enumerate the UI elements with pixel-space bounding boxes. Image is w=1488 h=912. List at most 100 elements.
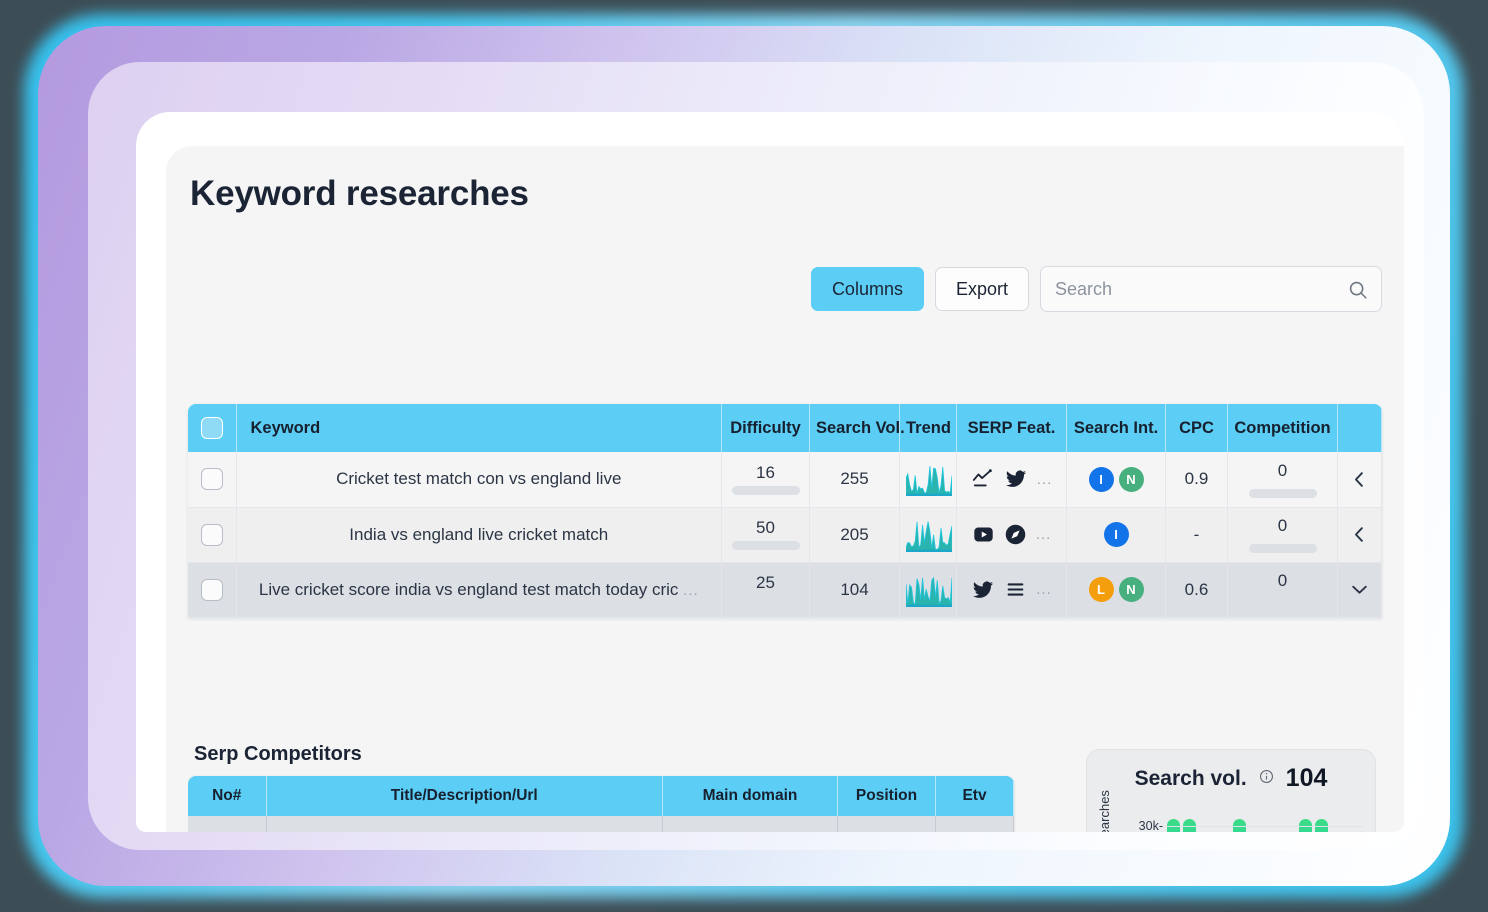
difficulty-value: 25 xyxy=(756,573,775,592)
chevron-down-icon[interactable] xyxy=(1344,580,1375,599)
twitter-icon[interactable] xyxy=(1004,468,1028,490)
chevron-left-icon[interactable] xyxy=(1344,470,1375,489)
select-all-header[interactable] xyxy=(188,404,237,452)
compass-icon[interactable] xyxy=(1004,523,1027,546)
chart-bar[interactable] xyxy=(1232,818,1246,832)
column-header-search-vol[interactable]: Search Vol. xyxy=(809,404,905,452)
difficulty-bar xyxy=(731,541,800,550)
intent-badge-I[interactable]: I xyxy=(1088,466,1114,492)
serp-more-icon[interactable]: ... xyxy=(1036,470,1053,488)
search-box[interactable] xyxy=(1040,266,1382,312)
row-checkbox[interactable] xyxy=(200,468,223,491)
row-select-cell[interactable] xyxy=(188,507,237,563)
serp-table-body: 1 IND V AUS 2023 Australia tour of India… xyxy=(188,816,1014,832)
intent-badge-I[interactable]: I xyxy=(1103,522,1129,547)
row-checkbox[interactable] xyxy=(200,578,223,601)
app-window: Keyword researches Columns Export xyxy=(136,112,1404,832)
row-expander-cell[interactable] xyxy=(1337,562,1382,618)
column-header-cpc[interactable]: CPC xyxy=(1165,404,1228,452)
serp-no-cell: 1 xyxy=(188,816,267,832)
chart-bar[interactable] xyxy=(1183,818,1197,832)
difficulty-bar xyxy=(731,485,800,495)
serp-more-icon[interactable]: ... xyxy=(1035,526,1052,543)
select-all-checkbox[interactable] xyxy=(200,417,223,439)
search-input[interactable] xyxy=(1041,278,1381,300)
competition-bar xyxy=(1248,544,1317,553)
row-checkbox[interactable] xyxy=(200,523,223,546)
serp-column-domain: Main domain xyxy=(662,776,838,816)
serp-column-etv: Etv xyxy=(935,776,1014,816)
serp-more-icon[interactable]: ... xyxy=(1036,581,1052,598)
cpc-cell: 0.9 xyxy=(1165,452,1228,508)
trend-cell xyxy=(899,507,957,563)
keyword-cell: Cricket test match con vs england live xyxy=(236,452,722,508)
difficulty-value: 50 xyxy=(756,518,775,537)
trend-cell xyxy=(899,452,957,508)
keyword-table-container: Keyword Difficulty Search Vol. Trend SER… xyxy=(188,404,1382,618)
competition-cell: 0 xyxy=(1227,507,1338,563)
serp-column-title: Title/Description/Url xyxy=(266,776,663,816)
chart-y-ticks: 30k-20k-10k-5k-1k-500-100- xyxy=(1119,807,1163,832)
chevron-left-icon[interactable] xyxy=(1344,525,1375,544)
search-volume-cell: 255 xyxy=(809,452,900,508)
row-expander-cell[interactable] xyxy=(1337,507,1382,563)
row-expander-cell[interactable] xyxy=(1337,452,1382,508)
search-intent-cell: I xyxy=(1066,507,1166,563)
serp-result-title: IND V AUS 2023 Australia tour of India xyxy=(283,831,647,832)
serp-etv-cell: 50160 xyxy=(935,816,1014,832)
serp-features-cell: ... xyxy=(956,562,1067,618)
intent-badge-L[interactable]: L xyxy=(1088,577,1114,602)
competition-cell: 0 xyxy=(1227,562,1338,618)
column-header-difficulty[interactable]: Difficulty xyxy=(721,404,810,452)
difficulty-cell: 16 xyxy=(721,452,810,508)
columns-button[interactable]: Columns xyxy=(810,267,924,311)
table-row[interactable]: Live cricket score india vs england test… xyxy=(188,562,1382,618)
serp-table: No# Title/Description/Url Main domain Po… xyxy=(188,776,1014,832)
intent-badge-N[interactable]: N xyxy=(1118,577,1144,602)
search-volume-cell: 104 xyxy=(809,562,900,618)
trend-cell xyxy=(899,562,957,618)
serp-column-position: Position xyxy=(837,776,936,816)
video-icon[interactable] xyxy=(972,524,995,545)
chart-bars xyxy=(1167,807,1361,832)
intent-badge-N[interactable]: N xyxy=(1118,466,1144,492)
chart-plot: Searches 30k-20k-10k-5k-1k-500-100- xyxy=(1097,790,1363,832)
line-chart-icon[interactable] xyxy=(971,468,995,490)
table-row[interactable]: India vs england live cricket match 50 2… xyxy=(188,507,1382,563)
serp-table-row[interactable]: 1 IND V AUS 2023 Australia tour of India… xyxy=(188,816,1014,832)
chart-tick-label: 30k- xyxy=(1138,819,1163,832)
twitter-icon[interactable] xyxy=(971,579,995,601)
row-select-cell[interactable] xyxy=(188,452,237,508)
table-row[interactable]: Cricket test match con vs england live 1… xyxy=(188,452,1382,508)
difficulty-value: 16 xyxy=(756,462,775,482)
serp-features-cell: ... xyxy=(956,507,1067,563)
competition-value: 0 xyxy=(1277,571,1288,590)
chart-bar[interactable] xyxy=(1315,818,1329,832)
chart-gridline xyxy=(1165,826,1363,828)
column-header-serp-feat[interactable]: SERP Feat. xyxy=(956,404,1067,452)
toolbar: Columns Export xyxy=(810,266,1382,312)
column-header-keyword[interactable]: Keyword xyxy=(236,404,722,452)
list-icon[interactable] xyxy=(1004,579,1027,600)
chart-title: Search vol. xyxy=(1134,766,1247,790)
row-select-cell[interactable] xyxy=(188,562,237,618)
serp-table-container: No# Title/Description/Url Main domain Po… xyxy=(188,776,1014,832)
export-button[interactable]: Export xyxy=(934,267,1029,311)
serp-domain-cell: espncricinfo.com xyxy=(662,816,838,832)
difficulty-cell: 50 xyxy=(721,507,810,563)
chart-bar[interactable] xyxy=(1167,818,1180,832)
info-icon[interactable] xyxy=(1259,769,1274,789)
column-header-search-int[interactable]: Search Int. xyxy=(1066,404,1166,452)
column-header-trend[interactable]: Trend xyxy=(899,404,957,452)
serp-features-cell: ... xyxy=(956,452,1067,508)
serp-column-no: No# xyxy=(188,776,267,816)
chart-value: 104 xyxy=(1285,764,1328,792)
competition-cell: 0 xyxy=(1227,452,1338,508)
column-header-competition[interactable]: Competition xyxy=(1227,404,1338,452)
expanded-row-panel: Serp Competitors No# Title/Description/U… xyxy=(188,729,1382,832)
chart-bar[interactable] xyxy=(1298,818,1312,832)
difficulty-cell: 25 xyxy=(721,562,810,618)
